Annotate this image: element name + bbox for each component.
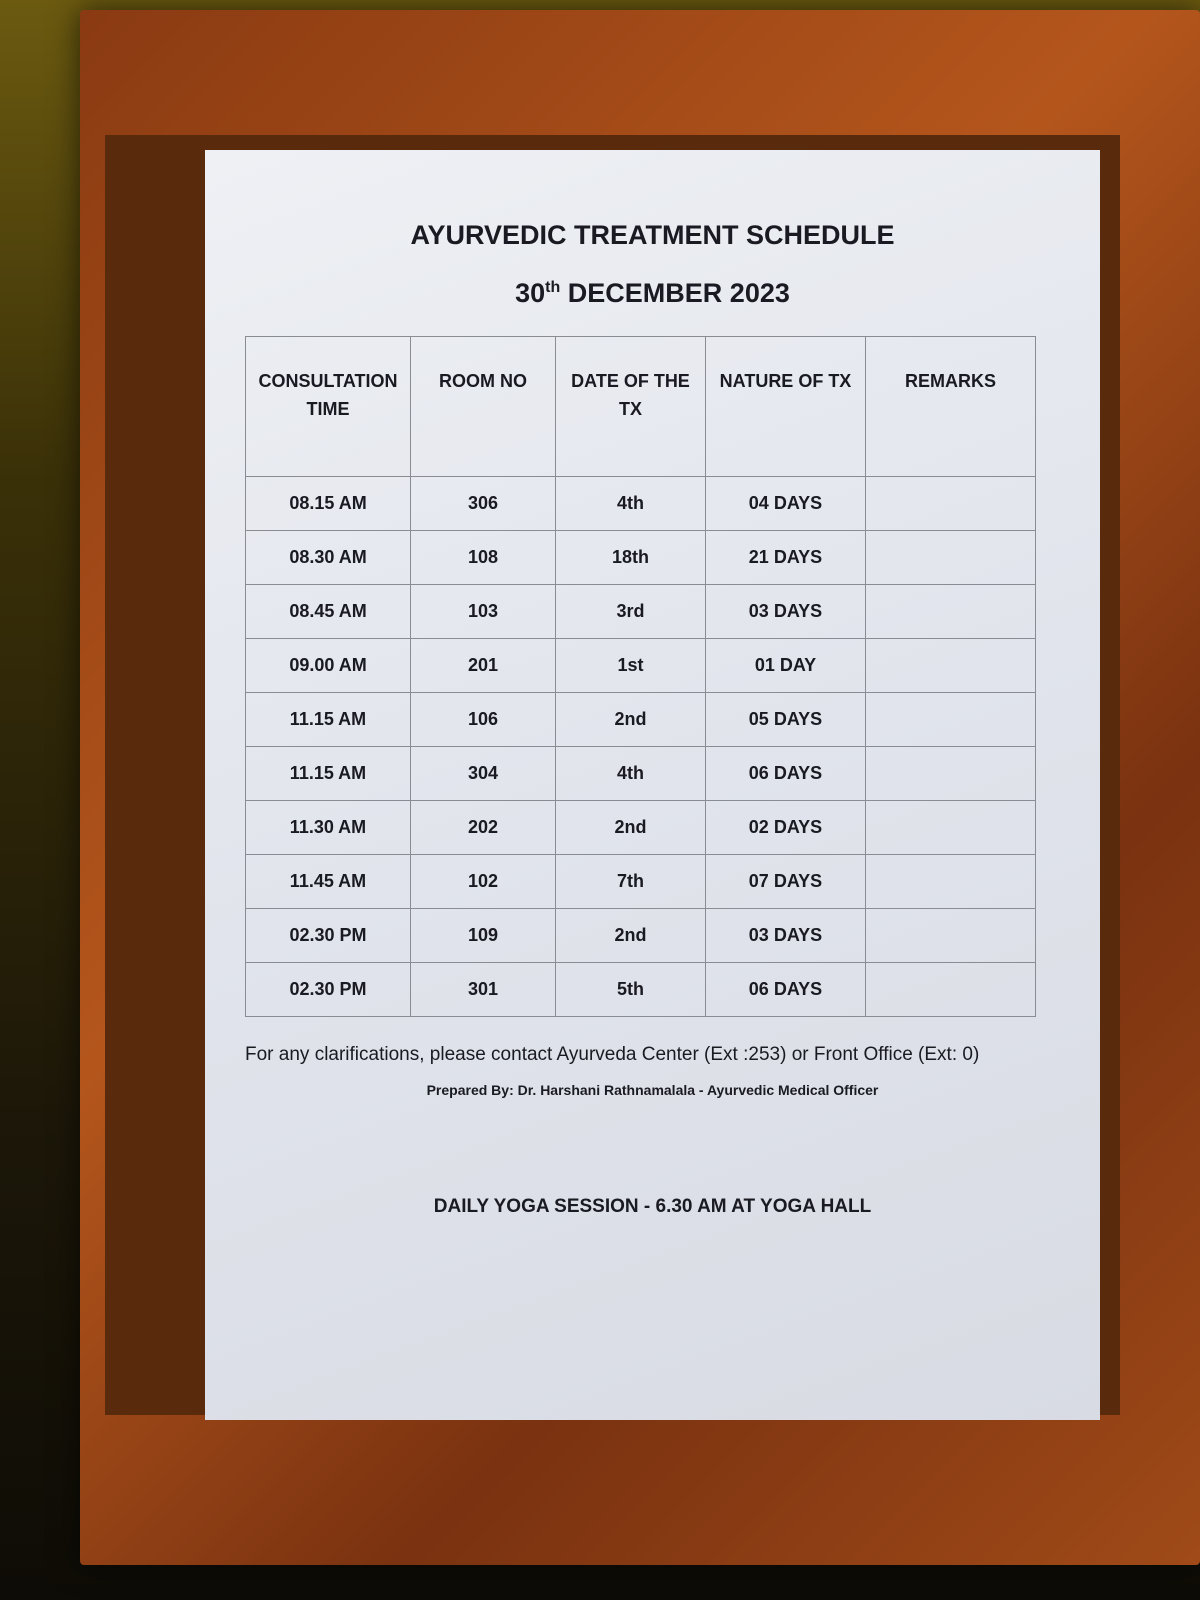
table-cell: 08.30 AM [245, 530, 411, 585]
table-cell: 109 [410, 908, 556, 963]
yoga-notice: DAILY YOGA SESSION - 6.30 AM AT YOGA HAL… [433, 1196, 872, 1217]
table-row: 02.30 PM 109 2nd 03 DAYS [245, 908, 1036, 963]
table-cell: 4th [555, 476, 706, 531]
contact-note: For any clarifications, please contact A… [245, 1044, 980, 1065]
table-cell: 5th [555, 962, 706, 1017]
table-cell [865, 746, 1036, 801]
table-cell: 4th [555, 746, 706, 801]
table-cell: 01 DAY [705, 638, 866, 693]
table-cell: 3rd [555, 584, 706, 639]
table-cell: 06 DAYS [705, 746, 866, 801]
schedule-table: CONSULTATION TIME ROOM NO DATE OF THE TX NA… [245, 336, 1036, 1017]
table-cell: 103 [410, 584, 556, 639]
table-cell: 102 [410, 854, 556, 909]
column-header: ROOM NO [410, 336, 556, 477]
table-cell: 06 DAYS [705, 962, 866, 1017]
table-cell: 7th [555, 854, 706, 909]
table-cell: 301 [410, 962, 556, 1017]
table-cell: 21 DAYS [705, 530, 866, 585]
table-cell: 11.15 AM [245, 692, 411, 747]
table-cell: 02 DAYS [705, 800, 866, 855]
column-header: CONSULTATION TIME [245, 336, 411, 477]
table-cell [865, 530, 1036, 585]
table-row: 11.45 AM 102 7th 07 DAYS [245, 854, 1036, 909]
table-cell: 02.30 PM [245, 908, 411, 963]
schedule-title: AYURVEDIC TREATMENT SCHEDULE [410, 220, 895, 250]
date-rest: DECEMBER 2023 [567, 278, 790, 308]
table-cell [865, 800, 1036, 855]
table-cell: 202 [410, 800, 556, 855]
table-cell [865, 854, 1036, 909]
table-cell: 04 DAYS [705, 476, 866, 531]
table-cell: 304 [410, 746, 556, 801]
table-cell: 08.45 AM [245, 584, 411, 639]
table-row: 08.45 AM 103 3rd 03 DAYS [245, 584, 1036, 639]
table-cell: 11.45 AM [245, 854, 411, 909]
date-suffix: th [545, 279, 561, 296]
table-row: 08.30 AM 108 18th 21 DAYS [245, 530, 1036, 585]
prepared-by: Prepared By: Dr. Harshani Rathnamalala -… [426, 1082, 879, 1098]
column-header: DATE OF THE TX [555, 336, 706, 477]
schedule-date: 30th DECEMBER 2023 [245, 276, 1060, 310]
schedule-sheet: AYURVEDIC TREATMENT SCHEDULE 30th DECEMB… [205, 150, 1100, 1420]
column-header: NATURE OF TX [705, 336, 866, 477]
table-cell: 02.30 PM [245, 962, 411, 1017]
table-cell: 106 [410, 692, 556, 747]
table-cell: 2nd [555, 800, 706, 855]
header-row: CONSULTATION TIME ROOM NO DATE OF THE TX NA… [245, 336, 1036, 477]
column-header: REMARKS [865, 336, 1036, 477]
table-cell: 108 [410, 530, 556, 585]
table-cell [865, 962, 1036, 1017]
table-cell: 11.30 AM [245, 800, 411, 855]
table-row: 02.30 PM 301 5th 06 DAYS [245, 962, 1036, 1017]
table-cell: 201 [410, 638, 556, 693]
table-cell: 2nd [555, 908, 706, 963]
table-cell [865, 638, 1036, 693]
table-cell: 03 DAYS [705, 584, 866, 639]
table-row: 08.15 AM 306 4th 04 DAYS [245, 476, 1036, 531]
table-cell: 05 DAYS [705, 692, 866, 747]
table-cell: 08.15 AM [245, 476, 411, 531]
table-row: 11.30 AM 202 2nd 02 DAYS [245, 800, 1036, 855]
table-cell: 09.00 AM [245, 638, 411, 693]
date-day: 30 [515, 278, 546, 308]
table-row: 11.15 AM 304 4th 06 DAYS [245, 746, 1036, 801]
table-cell: 1st [555, 638, 706, 693]
table-row: 09.00 AM 201 1st 01 DAY [245, 638, 1036, 693]
table-cell: 07 DAYS [705, 854, 866, 909]
table-cell: 2nd [555, 692, 706, 747]
table-cell [865, 692, 1036, 747]
table-cell: 18th [555, 530, 706, 585]
table-cell: 03 DAYS [705, 908, 866, 963]
table-row: 11.15 AM 106 2nd 05 DAYS [245, 692, 1036, 747]
table-cell [865, 584, 1036, 639]
table-cell [865, 476, 1036, 531]
table-cell [865, 908, 1036, 963]
table-cell: 11.15 AM [245, 746, 411, 801]
table-cell: 306 [410, 476, 556, 531]
